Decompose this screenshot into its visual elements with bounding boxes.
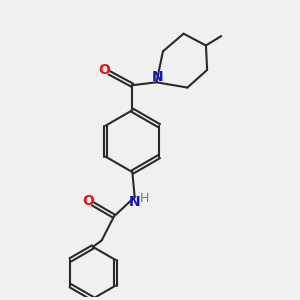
Text: N: N: [151, 70, 163, 84]
Text: O: O: [99, 63, 111, 77]
Text: H: H: [140, 192, 149, 206]
Text: N: N: [128, 194, 140, 208]
Text: O: O: [82, 194, 94, 208]
